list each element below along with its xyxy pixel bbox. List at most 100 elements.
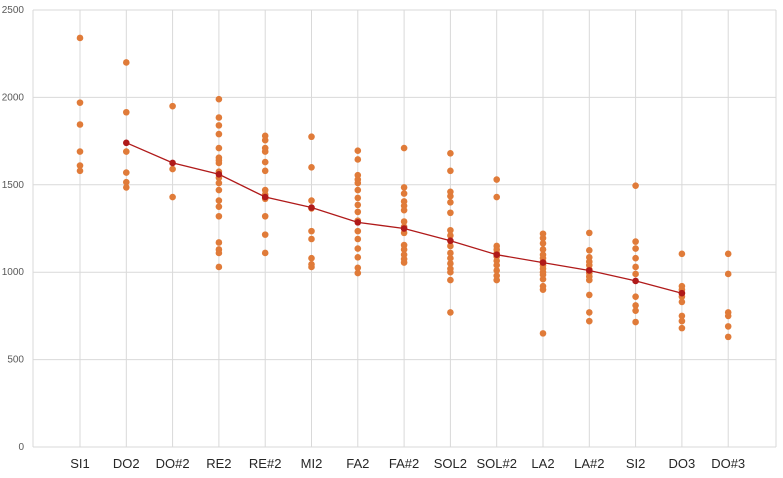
scatter-point <box>447 260 454 267</box>
scatter-point <box>493 267 501 274</box>
scatter-point <box>447 242 454 250</box>
scatter-point <box>400 246 408 253</box>
scatter-point <box>678 250 686 258</box>
scatter-point <box>447 254 454 262</box>
scatter-point <box>678 298 686 306</box>
scatter-point <box>447 167 454 175</box>
x-tick-label: SI2 <box>626 456 646 471</box>
scatter-point <box>123 148 130 155</box>
scatter-point <box>169 193 176 201</box>
scatter-point <box>586 317 593 325</box>
scatter-point <box>447 192 454 200</box>
scatter-point <box>215 95 223 103</box>
y-tick-label: 0 <box>18 442 24 453</box>
scatter-point <box>586 247 593 254</box>
x-tick-label: DO#3 <box>711 456 745 471</box>
scatter-point <box>169 165 176 173</box>
x-tick-label: DO#2 <box>156 456 190 471</box>
scatter-point <box>123 178 130 186</box>
scatter-point <box>76 148 84 155</box>
mean-line-point <box>678 289 686 297</box>
x-tick-label: FA#2 <box>389 456 419 471</box>
scatter-point <box>215 203 223 210</box>
mean-line-point <box>400 225 408 232</box>
scatter-point <box>354 186 362 194</box>
scatter-point <box>447 232 454 239</box>
y-tick-label: 500 <box>7 355 24 366</box>
mean-line-point <box>539 259 547 266</box>
scatter-point <box>308 263 315 271</box>
scatter-point <box>76 99 84 106</box>
scatter-point <box>354 269 362 277</box>
x-axis-ticks: SI1 DO2 DO#2 RE2 RE#2 MI2 FA2 FA#2 SOL2 SOL#2 LA2 L… <box>70 456 745 471</box>
scatter-point <box>539 234 547 242</box>
scatter-point <box>632 318 639 326</box>
scatter-point <box>493 261 501 269</box>
scatter-point <box>447 276 454 284</box>
scatter-point <box>261 212 269 220</box>
scatter-point <box>215 179 223 187</box>
scatter-point <box>632 238 639 245</box>
scatter-point <box>354 208 362 216</box>
scatter-point <box>724 333 732 341</box>
scatter-point <box>308 197 315 204</box>
scatter-point <box>354 227 362 235</box>
scatter-point <box>400 259 408 266</box>
scatter-point <box>539 330 547 337</box>
scatter-point <box>678 324 686 332</box>
x-tick-label: FA2 <box>346 456 369 471</box>
scatter-point <box>632 245 639 252</box>
scatter-point <box>632 254 639 262</box>
mean-line-point <box>447 237 454 245</box>
scatter-point <box>123 169 130 176</box>
scatter-point <box>586 291 593 299</box>
scatter-point <box>493 276 501 284</box>
x-tick-label: SOL2 <box>434 456 467 471</box>
scatter-point <box>123 184 130 191</box>
scatter-point <box>76 167 84 175</box>
scatter-point <box>632 270 639 278</box>
scatter-point <box>586 229 593 237</box>
scatter-point <box>447 226 454 234</box>
scatter-point <box>400 218 408 225</box>
scatter-point <box>169 102 176 110</box>
scatter-point <box>215 239 223 246</box>
scatter-point <box>447 209 454 217</box>
scatter-point <box>586 309 593 316</box>
y-tick-label: 2500 <box>2 5 25 16</box>
scatter-point <box>261 148 269 155</box>
mean-line-point <box>261 193 269 201</box>
y-tick-label: 2000 <box>2 92 25 103</box>
x-tick-label: MI2 <box>301 456 323 471</box>
scatter-point <box>215 159 223 167</box>
scatter-point <box>215 249 223 257</box>
mean-line-point <box>493 251 501 259</box>
x-tick-label: RE2 <box>206 456 231 471</box>
x-tick-label: LA2 <box>531 456 554 471</box>
scatter-point <box>215 197 223 204</box>
scatter-point <box>76 34 84 42</box>
x-tick-label: DO3 <box>669 456 696 471</box>
scatter-point <box>447 268 454 276</box>
scatter-point <box>400 190 408 197</box>
scatter-point <box>447 249 454 257</box>
scatter-point <box>632 307 639 314</box>
scatter-point <box>261 136 269 144</box>
scatter-point <box>539 240 547 247</box>
scatter-point <box>354 264 362 272</box>
mean-line-point <box>123 139 130 147</box>
y-tick-label: 1000 <box>2 267 25 278</box>
scatter-point <box>724 323 732 330</box>
scatter-point <box>261 249 269 257</box>
x-tick-label: LA#2 <box>574 456 604 471</box>
scatter-point <box>586 276 593 284</box>
scatter-point <box>678 317 686 325</box>
mean-line-series <box>123 139 686 297</box>
scatter-point <box>76 121 84 128</box>
mean-line-point <box>586 267 593 274</box>
x-tick-label: RE#2 <box>249 456 282 471</box>
scatter-point <box>261 158 269 166</box>
scatter-point <box>215 263 223 271</box>
scatter-point <box>447 150 454 157</box>
